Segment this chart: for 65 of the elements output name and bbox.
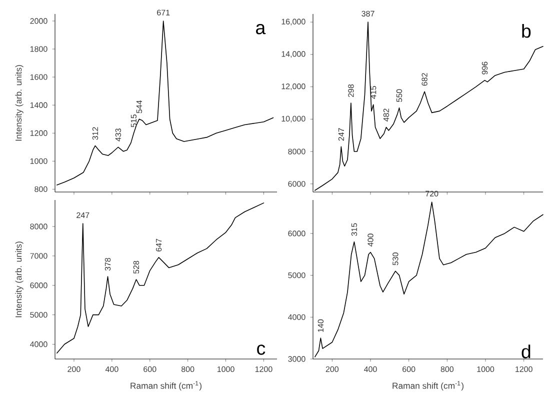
y-tick-label: 6000 [288, 230, 306, 236]
y-tick-label: 6000 [288, 181, 306, 187]
annotation: 247 [76, 212, 90, 218]
y-tick-label: 8000 [288, 148, 306, 154]
x-tick-label: 1200 [516, 366, 532, 372]
y-tick-label: 14,000 [282, 51, 306, 58]
y-tick-label: 16,000 [282, 18, 306, 26]
y-tick-label: 8000 [30, 224, 48, 230]
annotation: 528 [133, 260, 140, 274]
y-tick-label: 4000 [288, 314, 306, 320]
y-tick-label: 800 [34, 186, 48, 192]
y-tick-label: 5000 [30, 312, 48, 318]
x-tick-label: 1000 [217, 366, 234, 372]
annotation: 387 [362, 10, 374, 16]
x-tick-label: 800 [440, 366, 454, 372]
annotation: 671 [157, 10, 170, 16]
annotation: 298 [348, 84, 354, 97]
annotation: 550 [396, 89, 402, 102]
y-tick-label: 5000 [288, 272, 306, 278]
x-tick-label: 200 [68, 366, 80, 372]
annotation: a [256, 24, 266, 34]
y-tick-label: 1800 [30, 46, 48, 52]
x-tick-label: 200 [326, 366, 339, 372]
x-tick-label: 600 [402, 366, 416, 372]
annotation: 140 [318, 319, 324, 332]
y-tick-label: 6000 [30, 282, 48, 288]
annotation: b [522, 24, 531, 38]
y-axis-title: Intensity (arb. units) [15, 65, 24, 141]
y-tick-label: 1400 [30, 102, 48, 108]
x-tick-label: 400 [364, 366, 377, 372]
y-tick-label: 4000 [30, 341, 48, 348]
y-tick-label: 7000 [30, 253, 48, 259]
annotation: 378 [104, 258, 111, 271]
annotation: 996 [482, 62, 488, 74]
x-tick-label: 1000 [477, 366, 494, 372]
line-series [314, 202, 544, 358]
annotation: 720 [426, 190, 438, 196]
y-tick-label: 10,000 [282, 116, 306, 122]
annotation: 682 [422, 73, 428, 86]
y-tick-label: 2000 [30, 18, 48, 24]
annotation: 544 [136, 100, 142, 114]
y-tick-label: 12,000 [282, 84, 306, 90]
x-tick-label: 600 [144, 366, 156, 372]
x-tick-label: 1200 [255, 366, 272, 372]
annotation: c [257, 344, 266, 355]
y-tick-label: 3000 [288, 356, 306, 362]
annotation: 433 [115, 128, 122, 142]
annotation: 400 [368, 234, 374, 247]
x-axis-title: Raman shift (cm$^{-1}$) [130, 381, 202, 391]
annotation: 530 [392, 252, 398, 266]
x-tick-label: 400 [105, 366, 118, 372]
annotation: 312 [92, 127, 98, 140]
x-tick-label: 800 [182, 366, 194, 372]
y-tick-label: 1000 [30, 158, 48, 164]
y-tick-label: 1200 [30, 130, 48, 136]
y-axis-title: Intensity (arb. units) [15, 242, 24, 318]
annotation: 647 [156, 238, 162, 252]
x-axis-title: Raman shift (cm$^{-1}$) [392, 381, 464, 391]
annotation: d [522, 344, 530, 358]
annotation: 482 [383, 108, 390, 122]
annotation: 315 [351, 223, 358, 236]
annotation: 415 [370, 86, 376, 99]
y-tick-label: 1600 [30, 74, 48, 80]
annotation: 515 [130, 114, 137, 128]
annotation: 247 [338, 128, 344, 141]
